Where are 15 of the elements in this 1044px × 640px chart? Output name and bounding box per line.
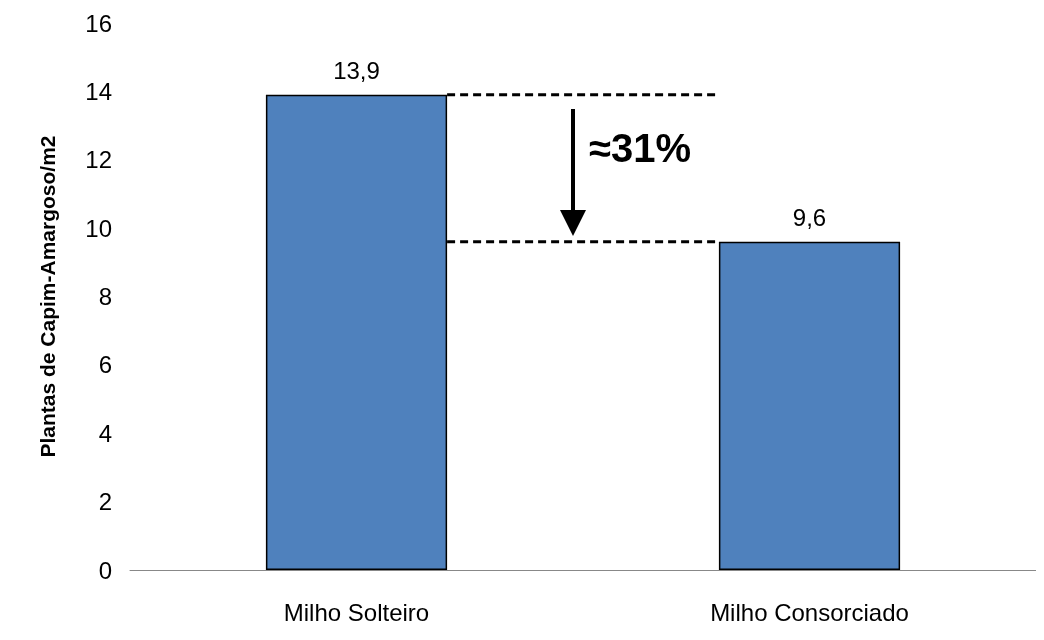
y-tick-label: 2 — [98, 488, 112, 516]
y-tick-label: 4 — [98, 419, 112, 447]
y-axis-title: Plantas de Capim-Amargoso/m2 — [36, 135, 59, 458]
y-tick-label: 0 — [98, 556, 112, 584]
y-tick-label: 14 — [85, 77, 112, 105]
y-tick-label: 12 — [85, 146, 112, 174]
annotation: ≈31% — [589, 126, 692, 171]
y-tick-label: 8 — [98, 283, 112, 310]
y-tick-label: 16 — [85, 9, 112, 37]
data-label: 13,9 — [333, 57, 380, 85]
y-tick-label: 6 — [98, 351, 112, 379]
x-tick-label: Milho Solteiro — [283, 598, 430, 626]
y-tick-label: 10 — [85, 214, 112, 242]
x-tick-label: Milho Consorciado — [710, 598, 909, 626]
data-label: 9,6 — [792, 204, 827, 232]
